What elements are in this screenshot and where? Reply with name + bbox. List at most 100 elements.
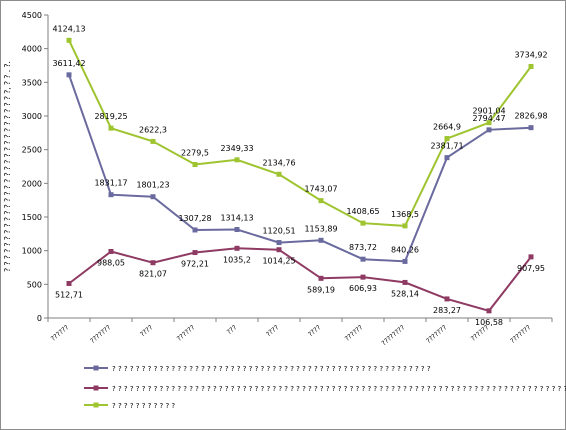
- x-category-label: ????: [139, 323, 155, 338]
- data-label: 1368,5: [391, 210, 419, 219]
- data-point: [486, 120, 492, 126]
- legend-swatch-marker: [93, 385, 99, 391]
- data-label: 2381,71: [430, 142, 463, 151]
- data-label: 1314,13: [220, 214, 253, 223]
- data-label: 2826,98: [514, 112, 547, 121]
- data-point: [402, 223, 408, 229]
- y-axis-ticks: 0 500 1000 1500 2000 2500 3000 3500 4000 4500: [22, 11, 48, 323]
- legend: ? ? ? ? ? ? ? ? ? ? ? ? ? ? ? ? ? ? ? ? …: [84, 365, 566, 410]
- data-label: 1035,2: [223, 255, 251, 264]
- data-label: 1408,65: [346, 207, 379, 216]
- data-point: [444, 296, 450, 302]
- x-category-label: ???: [225, 323, 238, 336]
- data-point: [192, 227, 198, 233]
- data-label: 528,14: [391, 289, 419, 298]
- data-point: [108, 248, 114, 254]
- data-label: 3734,92: [514, 51, 547, 60]
- data-label: 1153,89: [304, 224, 337, 233]
- data-label: 2349,33: [220, 144, 253, 153]
- data-point: [234, 157, 240, 163]
- data-point: [360, 220, 366, 226]
- data-point: [318, 237, 324, 243]
- data-point: [150, 194, 156, 200]
- data-point: [66, 37, 72, 43]
- data-label: 2622,3: [139, 125, 167, 134]
- y-tick-label: 2000: [22, 179, 42, 188]
- data-point: [150, 138, 156, 144]
- series-line: [68, 247, 532, 312]
- data-point: [528, 254, 534, 260]
- data-point: [192, 162, 198, 168]
- data-point: [276, 240, 282, 246]
- data-labels: 3611,42 1831,17 1801,23 1307,28 1314,13 1120,…: [52, 24, 547, 327]
- axes: [47, 15, 552, 319]
- data-label: 988,05: [97, 258, 125, 267]
- data-label: 1743,07: [304, 185, 337, 194]
- data-point: [486, 308, 492, 314]
- data-point: [444, 155, 450, 161]
- legend-entry-label: ? ? ? ? ? ? ? ? ? ? ? ? ? ? ? ? ? ? ? ? …: [112, 365, 431, 373]
- data-label: 2819,25: [94, 112, 127, 121]
- data-label: 589,19: [307, 285, 335, 294]
- data-point: [276, 247, 282, 253]
- x-category-label: ????????: [380, 323, 406, 347]
- y-tick-label: 0: [37, 314, 42, 323]
- data-label: 1014,25: [262, 257, 295, 266]
- data-point: [528, 125, 534, 131]
- x-category-label: ??????: [49, 323, 70, 342]
- y-tick-label: 500: [27, 280, 42, 289]
- data-point: [528, 64, 534, 70]
- data-point: [402, 279, 408, 285]
- data-label: 821,07: [139, 270, 167, 279]
- data-point: [108, 125, 114, 131]
- series-line: [68, 39, 532, 227]
- data-point: [486, 127, 492, 133]
- data-point: [360, 274, 366, 280]
- data-point: [66, 72, 72, 78]
- data-point: [360, 256, 366, 262]
- y-tick-label: 2500: [22, 146, 42, 155]
- data-label: 873,72: [349, 243, 377, 252]
- data-label: 1307,28: [178, 214, 211, 223]
- y-tick-label: 3000: [22, 112, 42, 121]
- data-label: 606,93: [349, 284, 377, 293]
- y-axis-label: ? ? ? ? ? ? ? ? ? ? ? ? ? ? ? ? ? ? ? ? …: [3, 61, 12, 272]
- x-category-label: ??????: [343, 323, 364, 342]
- data-label: 283,27: [433, 306, 461, 315]
- legend-entry-label: ? ? ? ? ? ? ? ? ? ? ?: [112, 402, 175, 410]
- data-point: [150, 260, 156, 266]
- data-point: [234, 245, 240, 251]
- data-point: [66, 280, 72, 286]
- data-label: 1120,51: [262, 227, 295, 236]
- data-point: [276, 171, 282, 177]
- x-category-label: ????: [307, 323, 323, 338]
- x-category-label: ????: [265, 323, 281, 338]
- data-label: 4124,13: [52, 24, 85, 33]
- legend-swatch-marker: [93, 365, 99, 371]
- x-category-label: ???????: [425, 323, 449, 345]
- data-label: 1831,17: [94, 179, 127, 188]
- data-point: [234, 227, 240, 233]
- data-label: 106,58: [475, 318, 503, 327]
- x-category-label: ???????: [89, 323, 113, 345]
- x-category-label: ???????: [509, 323, 533, 345]
- data-label: 512,71: [55, 290, 83, 299]
- data-point: [444, 136, 450, 142]
- data-label: 3611,42: [52, 59, 85, 68]
- series-points: [66, 37, 534, 314]
- y-tick-label: 4000: [22, 45, 42, 54]
- y-tick-label: 1500: [22, 213, 42, 222]
- data-label: 972,21: [181, 260, 209, 269]
- data-point: [318, 198, 324, 204]
- data-label: 907,95: [517, 264, 545, 273]
- legend-swatch-marker: [93, 402, 99, 408]
- data-label: 2901,04: [472, 107, 505, 116]
- data-point: [318, 275, 324, 281]
- series-line: [68, 74, 532, 263]
- data-label: 840,26: [391, 245, 419, 254]
- y-tick-label: 4500: [22, 11, 42, 20]
- data-point: [108, 192, 114, 198]
- data-point: [402, 258, 408, 264]
